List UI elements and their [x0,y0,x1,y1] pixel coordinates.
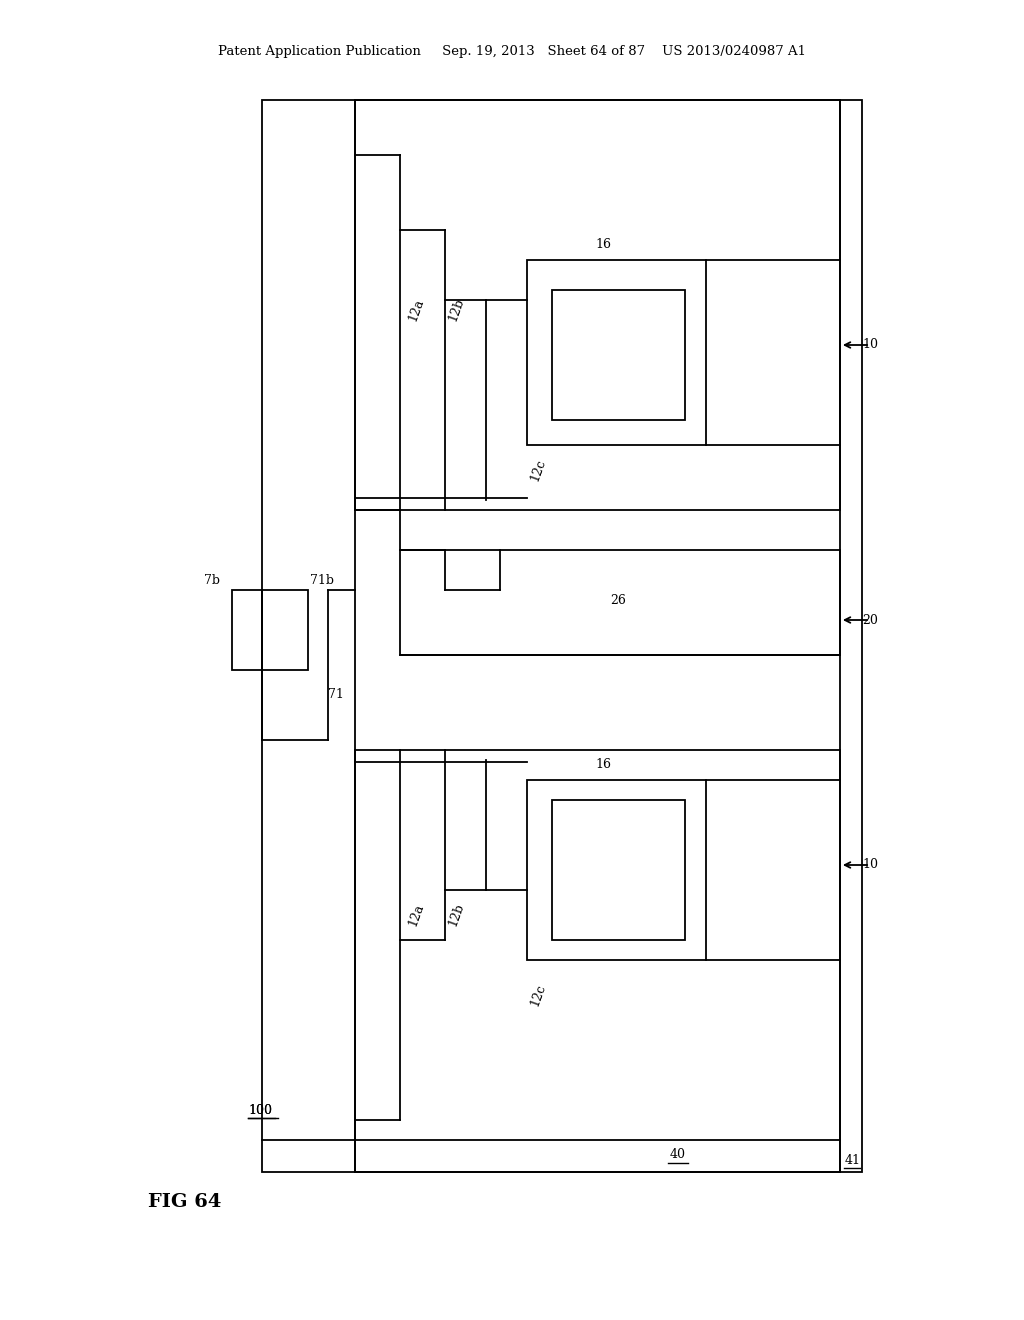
Text: 12b: 12b [445,297,466,323]
Bar [232,590,262,671]
Text: 100: 100 [248,1104,272,1117]
Bar [355,750,840,1172]
Text: 71b: 71b [310,573,334,586]
Text: Patent Application Publication     Sep. 19, 2013   Sheet 64 of 87    US 2013/024: Patent Application Publication Sep. 19, … [218,45,806,58]
Text: 71: 71 [328,689,344,701]
Bar [527,260,706,445]
Text: 12a: 12a [406,297,426,323]
Text: 16: 16 [595,759,611,771]
Bar [527,780,706,960]
Bar [552,290,685,420]
Text: 41: 41 [845,1154,861,1167]
Text: 100: 100 [248,1104,272,1117]
Text: 12c: 12c [528,982,548,1008]
Text: 12c: 12c [528,457,548,483]
Text: 12b: 12b [445,902,466,928]
Text: FIG 64: FIG 64 [148,1193,221,1210]
Text: 10: 10 [862,338,878,351]
Text: 16: 16 [595,239,611,252]
Bar [400,550,840,655]
Text: 20: 20 [862,614,878,627]
Text: 7b: 7b [204,573,220,586]
Bar [262,100,862,1172]
Bar [355,100,840,510]
Bar [552,800,685,940]
Bar [262,590,308,671]
Text: 12a: 12a [406,902,426,928]
Text: 40: 40 [670,1148,686,1162]
Text: 26: 26 [610,594,626,606]
Text: 10: 10 [862,858,878,871]
